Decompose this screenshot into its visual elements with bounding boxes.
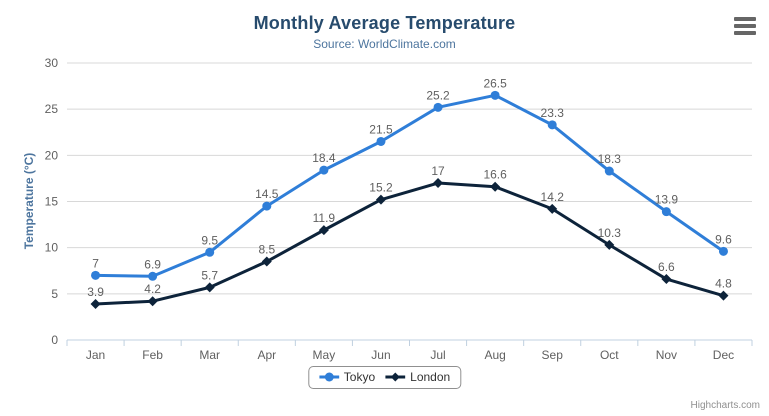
data-point-marker-tokyo[interactable]	[433, 102, 443, 112]
x-axis-tick-label: Jan	[86, 348, 105, 362]
data-label-london: 10.3	[598, 226, 622, 240]
data-point-marker-london[interactable]	[204, 282, 215, 293]
data-point-marker-tokyo[interactable]	[604, 166, 614, 176]
data-label-london: 11.9	[313, 211, 336, 225]
x-axis-tick-label: Oct	[600, 348, 619, 362]
x-axis-tick-label: Apr	[257, 348, 276, 362]
series-line-london	[94, 181, 725, 306]
hamburger-menu-icon	[734, 31, 756, 35]
data-label-tokyo: 26.5	[483, 76, 507, 90]
x-axis-tick-label: Jun	[371, 348, 390, 362]
data-label-tokyo: 9.6	[715, 232, 732, 246]
data-point-marker-london[interactable]	[718, 290, 729, 301]
x-axis-tick-label: Nov	[656, 348, 677, 362]
legend-marker-circle-icon	[318, 372, 339, 382]
data-label-tokyo: 18.4	[312, 151, 336, 165]
data-label-london: 5.7	[201, 268, 218, 282]
data-label-tokyo: 6.9	[144, 257, 161, 271]
data-point-marker-tokyo[interactable]	[262, 201, 272, 211]
data-point-marker-tokyo[interactable]	[376, 136, 386, 146]
data-label-london: 17	[431, 164, 445, 178]
data-label-tokyo: 13.9	[655, 193, 679, 207]
x-axis-tick-label: Mar	[199, 348, 220, 362]
x-axis-tick-label: Sep	[542, 348, 564, 362]
data-label-london: 4.2	[144, 282, 161, 296]
data-point-marker-tokyo[interactable]	[718, 246, 728, 256]
chart-title: Monthly Average Temperature	[253, 13, 516, 33]
data-label-london: 15.2	[369, 181, 393, 195]
legend-label: Tokyo	[343, 370, 376, 384]
data-point-marker-london[interactable]	[261, 256, 272, 267]
data-point-marker-tokyo[interactable]	[490, 90, 500, 100]
x-axis-tick-label: Jul	[430, 348, 445, 362]
data-point-marker-london[interactable]	[318, 225, 329, 236]
legend: Tokyo London	[307, 366, 462, 389]
legend-marker-diamond-icon	[385, 372, 406, 382]
data-point-marker-london[interactable]	[490, 181, 501, 192]
data-label-london: 8.5	[258, 243, 275, 257]
data-point-marker-tokyo[interactable]	[547, 120, 557, 130]
data-label-london: 4.8	[715, 277, 732, 291]
chart-subtitle: Source: WorldClimate.com	[313, 37, 456, 51]
y-axis-tick-label: 0	[51, 333, 58, 347]
data-point-marker-london[interactable]	[547, 203, 558, 214]
data-point-marker-london[interactable]	[661, 274, 672, 285]
hamburger-menu-icon	[734, 17, 756, 21]
x-axis-tick-label: Aug	[484, 348, 505, 362]
y-axis-tick-label: 25	[45, 102, 59, 116]
data-point-marker-london[interactable]	[604, 239, 615, 250]
highcharts-credit-link[interactable]: Highcharts.com	[690, 400, 760, 411]
x-axis-tick-label: May	[313, 348, 336, 362]
data-point-marker-london[interactable]	[433, 178, 444, 189]
data-point-marker-tokyo[interactable]	[661, 207, 671, 217]
data-label-london: 3.9	[87, 285, 104, 299]
y-axis-tick-label: 30	[45, 56, 59, 70]
data-point-marker-london[interactable]	[90, 298, 101, 309]
data-label-london: 6.6	[658, 260, 675, 274]
hamburger-menu-icon	[734, 24, 756, 28]
y-axis-tick-label: 20	[45, 148, 59, 162]
legend-item-tokyo[interactable]: Tokyo	[318, 370, 376, 384]
data-point-marker-london[interactable]	[147, 296, 158, 307]
legend-item-london[interactable]: London	[385, 370, 450, 384]
data-point-marker-tokyo[interactable]	[148, 271, 158, 281]
y-axis-tick-label: 5	[51, 287, 58, 301]
data-label-tokyo: 18.3	[598, 152, 622, 166]
data-label-tokyo: 14.5	[255, 187, 279, 201]
data-point-marker-london[interactable]	[375, 194, 386, 205]
data-label-tokyo: 7	[92, 256, 99, 270]
data-label-tokyo: 23.3	[541, 106, 565, 120]
data-label-london: 16.6	[483, 168, 507, 182]
data-point-marker-tokyo[interactable]	[319, 165, 329, 175]
x-axis-tick-label: Feb	[142, 348, 163, 362]
data-label-tokyo: 9.5	[201, 233, 218, 247]
export-context-menu-button[interactable]	[734, 17, 756, 35]
y-axis-tick-label: 15	[45, 195, 59, 209]
x-axis-tick-label: Dec	[713, 348, 734, 362]
data-label-london: 14.2	[541, 190, 565, 204]
y-axis-tick-label: 10	[45, 241, 59, 255]
data-label-tokyo: 25.2	[426, 88, 450, 102]
legend-label: London	[410, 370, 451, 384]
data-point-marker-tokyo[interactable]	[91, 270, 101, 280]
series-line-tokyo	[94, 93, 725, 278]
data-label-tokyo: 21.5	[369, 122, 393, 136]
data-point-marker-tokyo[interactable]	[205, 247, 215, 257]
